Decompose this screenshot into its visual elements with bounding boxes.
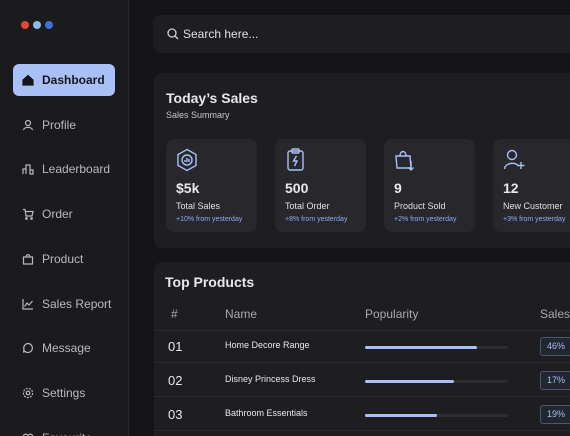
stat-card: 500 Total Order +8% from yesterday xyxy=(275,139,366,232)
card-icon xyxy=(177,148,197,172)
card-icon xyxy=(395,150,414,171)
stat-card: $5k Total Sales +10% from yesterday xyxy=(166,139,257,232)
product-name-text: Disney Princess Dress xyxy=(225,374,316,384)
products-panel: Top Products xyxy=(154,262,570,436)
nav-item[interactable]: Favourite xyxy=(13,422,115,436)
column-header-text: Sales xyxy=(540,307,570,321)
card-label: Total Order xyxy=(285,201,330,211)
nav-label: Order xyxy=(42,207,73,222)
card-label: Total Sales xyxy=(176,201,221,211)
nav-icon xyxy=(22,298,33,310)
search-placeholder: Search here... xyxy=(183,27,259,41)
rank-text: 01 xyxy=(168,339,183,354)
column-header-text: Popularity xyxy=(365,307,419,321)
card-label: Product Sold xyxy=(394,201,446,211)
nav-icon xyxy=(22,433,34,436)
rank: 02 xyxy=(168,373,182,388)
rank-text: 02 xyxy=(168,373,183,388)
stat-card: 9 Product Sold +2% from yesterday xyxy=(384,139,475,232)
nav-icon xyxy=(22,253,34,265)
nav-item[interactable]: Product xyxy=(13,243,115,275)
sales-badge-text: 17% xyxy=(547,375,566,385)
nav-icon xyxy=(22,387,34,399)
sales-badge: 46% xyxy=(540,337,570,356)
products-title: Top Products xyxy=(165,274,255,290)
nav-item[interactable]: Dashboard xyxy=(13,64,115,96)
card-value: $5k xyxy=(176,180,200,196)
column-header: Name xyxy=(225,307,257,321)
card-label: New Customer xyxy=(503,201,563,211)
sales-badge: 17% xyxy=(540,371,570,390)
popularity-track xyxy=(365,414,508,417)
column-header-text: Name xyxy=(225,307,258,321)
row-separator xyxy=(154,362,570,363)
sidebar: Dashboard Profile Leaderboard Order Product S… xyxy=(0,0,129,436)
stat-card: 12 New Customer +3% from yesterday xyxy=(493,139,570,232)
search-icon xyxy=(167,28,179,40)
card-icon xyxy=(287,148,304,171)
column-header-text: # xyxy=(171,307,178,321)
row-separator xyxy=(154,430,570,431)
nav-label: Favourite xyxy=(42,431,92,436)
product-name-text: Bathroom Essentials xyxy=(225,408,308,418)
popularity-bar xyxy=(365,346,477,349)
nav-item[interactable]: Settings xyxy=(13,377,115,409)
card-change: +2% from yesterday xyxy=(394,216,457,223)
card-value: 500 xyxy=(285,180,309,196)
column-header: # xyxy=(171,307,178,321)
product-name: Home Decore Range xyxy=(225,340,310,350)
nav-label: Product xyxy=(42,251,84,266)
nav-icon xyxy=(22,164,34,175)
nav-label: Leaderboard xyxy=(42,162,111,177)
rank-text: 03 xyxy=(168,407,183,422)
nav-item[interactable]: Message xyxy=(13,332,115,364)
nav-icon xyxy=(23,208,34,220)
nav-item[interactable]: Leaderboard xyxy=(13,153,115,185)
product-name: Disney Princess Dress xyxy=(225,374,316,384)
card-change: +10% from yesterday xyxy=(176,216,243,223)
nav-item[interactable]: Order xyxy=(13,198,115,230)
nav-item[interactable]: Profile xyxy=(13,109,115,141)
popularity-bar xyxy=(365,380,454,383)
sales-badge: 19% xyxy=(540,405,570,424)
header-separator xyxy=(154,330,570,331)
card-change: +8% from yesterday xyxy=(285,216,348,223)
card-change: +3% from yesterday xyxy=(503,216,566,223)
sales-subtitle: Sales Summary xyxy=(166,110,230,120)
search-box[interactable]: Search here... xyxy=(153,15,570,53)
nav-icon xyxy=(22,119,34,130)
column-header: Sales xyxy=(540,307,570,321)
popularity-track xyxy=(365,346,508,349)
sales-badge-text: 46% xyxy=(547,341,566,351)
logo-dot xyxy=(33,21,41,29)
popularity-track xyxy=(365,380,508,383)
product-name: Bathroom Essentials xyxy=(225,408,308,418)
rank: 01 xyxy=(168,339,182,354)
nav-label: Message xyxy=(42,341,91,356)
nav-label: Settings xyxy=(42,385,86,400)
popularity-bar xyxy=(365,414,437,417)
nav-item[interactable]: Sales Report xyxy=(13,288,115,320)
product-name-text: Home Decore Range xyxy=(225,340,310,350)
rank: 03 xyxy=(168,407,182,422)
sales-badge-text: 19% xyxy=(547,409,566,419)
card-value: 9 xyxy=(394,180,402,196)
logo-dot xyxy=(21,21,29,29)
nav-icon xyxy=(22,343,33,354)
sales-title: Today’s Sales xyxy=(166,90,258,106)
card-value: 12 xyxy=(503,180,519,196)
nav-label: Profile xyxy=(42,117,77,132)
column-header: Popularity xyxy=(365,307,418,321)
card-icon xyxy=(503,149,525,170)
nav-icon xyxy=(22,74,34,86)
nav-label: Dashboard xyxy=(42,73,105,87)
nav-label: Sales Report xyxy=(42,296,112,311)
row-separator xyxy=(154,396,570,397)
logo-dot xyxy=(45,21,53,29)
